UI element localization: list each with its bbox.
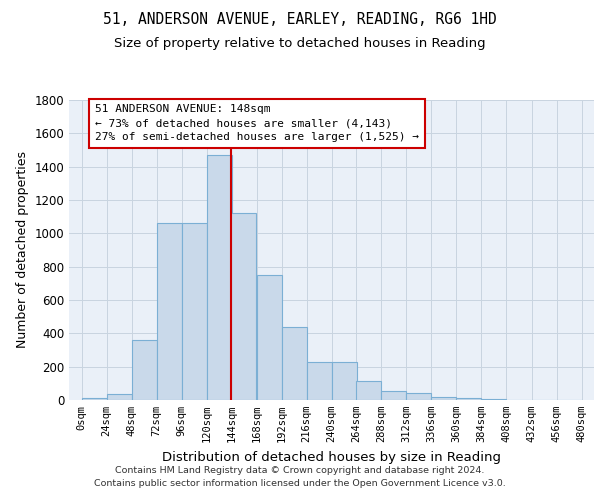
Bar [281, 326, 307, 400]
Text: 51, ANDERSON AVENUE, EARLEY, READING, RG6 1HD: 51, ANDERSON AVENUE, EARLEY, READING, RG… [103, 12, 497, 28]
Bar [206, 155, 232, 400]
Bar [331, 362, 356, 400]
Bar [407, 392, 431, 400]
Bar [307, 362, 331, 400]
Text: 51 ANDERSON AVENUE: 148sqm
← 73% of detached houses are smaller (4,143)
27% of s: 51 ANDERSON AVENUE: 148sqm ← 73% of deta… [95, 104, 419, 142]
Bar [382, 390, 407, 400]
Bar [157, 224, 182, 400]
Bar [431, 396, 457, 400]
Bar [232, 214, 256, 400]
Text: Contains HM Land Registry data © Crown copyright and database right 2024.
Contai: Contains HM Land Registry data © Crown c… [94, 466, 506, 487]
Bar [457, 398, 481, 400]
Bar [131, 340, 157, 400]
Bar [356, 381, 382, 400]
X-axis label: Distribution of detached houses by size in Reading: Distribution of detached houses by size … [162, 450, 501, 464]
Bar [182, 224, 206, 400]
Y-axis label: Number of detached properties: Number of detached properties [16, 152, 29, 348]
Bar [481, 399, 506, 400]
Bar [82, 398, 107, 400]
Bar [107, 394, 131, 400]
Bar [257, 275, 281, 400]
Text: Size of property relative to detached houses in Reading: Size of property relative to detached ho… [114, 38, 486, 51]
